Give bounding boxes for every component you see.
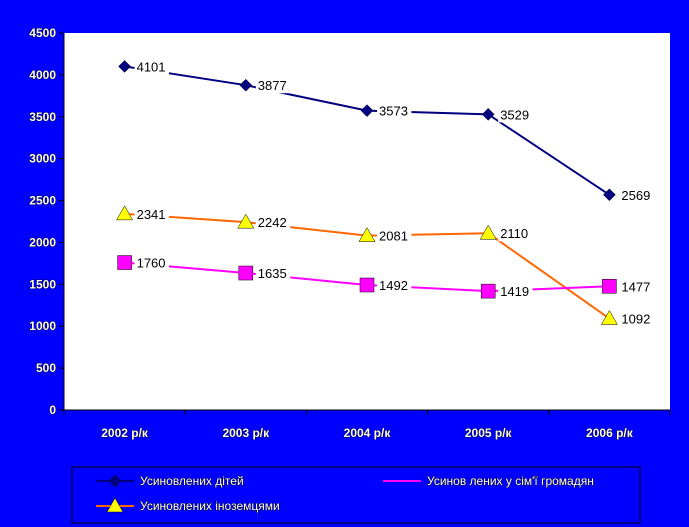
series-2: [116, 205, 618, 325]
data-label: 2242: [258, 215, 287, 230]
data-label: 2569: [621, 188, 650, 203]
data-point: [116, 205, 134, 221]
y-tick-label: 0: [49, 403, 56, 417]
legend-entry: Усинов лених у сім'ї громадян: [383, 474, 594, 488]
y-tick-label: 4000: [29, 68, 56, 82]
legend-label: Усиновлених іноземцями: [140, 499, 280, 513]
legend-box: [71, 466, 641, 524]
data-point: [602, 279, 617, 294]
data-label-bg: [134, 253, 169, 271]
x-tick-label: 2003 р/к: [222, 426, 270, 440]
data-label-bg: [377, 226, 412, 244]
data-label: 2110: [500, 226, 528, 241]
data-point: [479, 224, 497, 240]
data-label-bg: [255, 264, 291, 282]
data-label-bg: [255, 76, 291, 94]
data-label: 1419: [500, 284, 529, 299]
data-label-bg: [619, 277, 654, 295]
data-point: [359, 277, 375, 293]
legend-marker: [108, 474, 122, 488]
data-point: [239, 78, 253, 92]
x-tick-label: 2005 р/к: [465, 426, 513, 440]
data-point: [603, 188, 616, 202]
data-label-bg: [377, 101, 412, 119]
data-label-bg: [498, 282, 533, 300]
legend-marker: [106, 497, 124, 513]
data-label-bg: [619, 185, 654, 203]
series-1: [118, 60, 616, 202]
legend: Усиновлених дітей Усиновлених іноземцями У…: [71, 466, 641, 524]
data-label: 2341: [137, 207, 166, 222]
legend-entry: Усиновлених іноземцями: [96, 497, 280, 513]
y-tick-label: 2000: [29, 235, 56, 249]
axes: 0 500 1000 1500 2000 2500 3000 3500 4000 4500 2002…: [29, 26, 671, 440]
data-labels: 4101 3877 3573 3529 2569 2341 2242 2081 2110 1092…: [134, 57, 654, 327]
data-label: 3573: [379, 104, 408, 119]
legend-entry: Усиновлених дітей: [96, 474, 244, 488]
data-point: [118, 60, 131, 73]
data-label: 1092: [621, 312, 650, 327]
data-label-bg: [498, 105, 533, 123]
y-tick-label: 500: [36, 361, 56, 375]
data-label: 1477: [621, 279, 650, 294]
data-point: [238, 265, 254, 281]
data-label-bg: [134, 57, 169, 75]
legend-label: Усинов лених у сім'ї громадян: [427, 474, 594, 488]
data-label: 4101: [137, 59, 166, 74]
data-point: [237, 213, 255, 229]
data-label: 3877: [258, 78, 287, 93]
data-label-bg: [377, 276, 412, 294]
x-tick-label: 2004 р/к: [344, 426, 392, 440]
data-label-bg: [619, 309, 654, 327]
data-label: 3529: [500, 107, 529, 122]
series-layer: [116, 60, 618, 325]
data-label: 2081: [379, 229, 408, 244]
y-tick-label: 2500: [29, 194, 56, 208]
y-tick-label: 4500: [29, 26, 56, 40]
data-label-bg: [255, 213, 291, 231]
data-point: [358, 227, 376, 242]
data-label: 1635: [258, 266, 287, 281]
data-label-bg: [498, 224, 533, 242]
x-tick-label: 2006 р/к: [586, 426, 634, 440]
x-tick-label: 2002 р/к: [101, 426, 149, 440]
data-point: [117, 255, 132, 270]
y-tick-label: 3500: [29, 110, 56, 124]
legend-label: Усиновлених дітей: [140, 474, 244, 488]
data-point: [360, 104, 374, 118]
y-tick-label: 3000: [29, 152, 56, 166]
data-point: [600, 310, 618, 325]
y-tick-label: 1500: [29, 277, 56, 291]
data-point: [481, 107, 495, 121]
data-label: 1492: [379, 278, 408, 293]
data-label: 1760: [137, 256, 166, 271]
y-tick-label: 1000: [29, 319, 56, 333]
data-label-bg: [134, 204, 169, 222]
data-point: [480, 283, 496, 299]
